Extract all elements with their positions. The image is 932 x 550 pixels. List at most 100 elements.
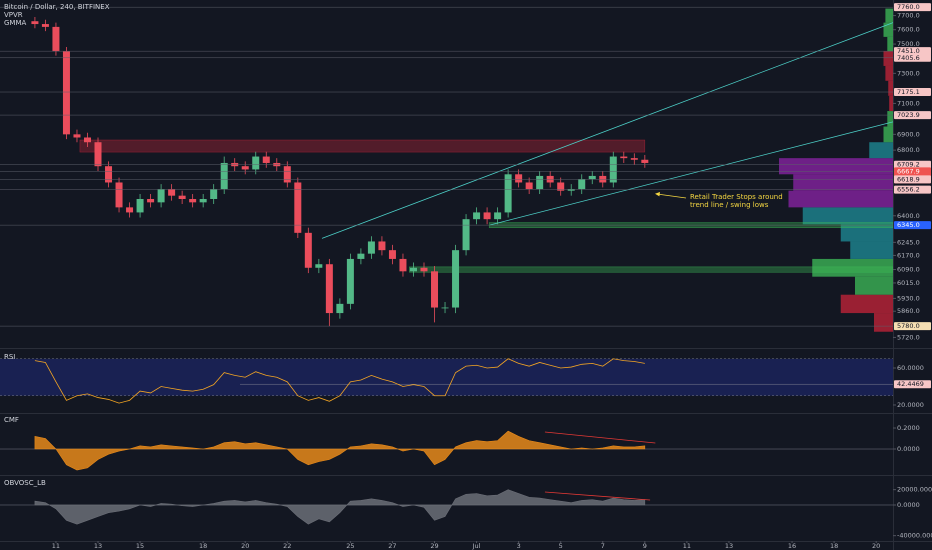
price-tag <box>894 221 931 230</box>
volume-profile-bar <box>779 158 893 175</box>
volume-profile-bar <box>840 294 893 314</box>
candle-body <box>41 24 49 27</box>
price-pane <box>0 6 893 332</box>
candle-body <box>473 212 481 220</box>
candle-body <box>83 137 91 143</box>
y-tick-label: 0.2000 <box>897 424 920 432</box>
price-tag <box>894 88 931 97</box>
indicator-label: VPVR <box>4 11 23 19</box>
y-tick-label: 0.0000 <box>897 501 920 509</box>
x-tick-label: Jul <box>472 542 481 550</box>
candle-body <box>52 26 60 52</box>
candle-body <box>399 258 407 272</box>
y-tick-label: 7500.0 <box>897 40 920 48</box>
pane-title: OBVOSC_LB <box>4 479 46 487</box>
candle-body <box>578 179 586 190</box>
x-tick-label: 13 <box>94 542 102 550</box>
y-tick-label: 5720.0 <box>897 333 920 341</box>
candle-body <box>189 199 197 203</box>
annotation: Retail Trader Stops around <box>690 193 783 201</box>
rsi-band <box>0 358 893 396</box>
volume-profile-bar <box>887 111 893 127</box>
candle-body <box>325 264 333 314</box>
candle-body <box>409 267 417 272</box>
y-tick-label: 6400.0 <box>897 212 920 220</box>
candle-body <box>73 134 81 138</box>
candle-body <box>62 51 70 135</box>
x-tick-label: 9 <box>643 542 647 550</box>
candle-body <box>220 162 228 190</box>
annotation-arrowhead <box>655 192 660 197</box>
candle-body <box>126 207 134 213</box>
candle-body <box>241 166 249 170</box>
x-tick-label: 16 <box>788 542 796 550</box>
zone <box>79 139 646 153</box>
y-tick-label: 6170.0 <box>897 251 920 259</box>
annotation-arrow <box>656 193 687 199</box>
candle-body <box>136 199 144 213</box>
price-tag <box>894 322 931 331</box>
x-tick-label: 11 <box>52 542 60 550</box>
cmf-pane <box>0 430 893 471</box>
area-fill <box>34 430 646 471</box>
candle-body <box>346 258 354 304</box>
trend-line <box>321 22 893 239</box>
volume-profile-bar <box>802 207 893 225</box>
annotation: trend line / swing lows <box>690 201 769 209</box>
y-tick-label: 20000.0000 <box>897 486 932 494</box>
y-tick-label: 5860.0 <box>897 307 920 315</box>
candle-body <box>483 212 491 220</box>
x-tick-label: 11 <box>683 542 691 550</box>
volume-profile-bar <box>885 65 893 81</box>
pane-title: CMF <box>4 416 19 424</box>
volume-profile-bar <box>869 142 893 159</box>
candle-body <box>536 175 544 190</box>
candle-body <box>252 156 260 170</box>
price-tag-label: 6556.2 <box>897 186 920 194</box>
volume-profile-bar <box>883 126 893 143</box>
volume-profile-bar <box>850 241 893 259</box>
zone <box>409 266 893 273</box>
candle-body <box>515 174 523 183</box>
candle-body <box>367 241 375 254</box>
volume-profile-bar <box>793 174 893 191</box>
candle-body <box>557 182 565 191</box>
candle-body <box>262 156 270 163</box>
volume-profile-bar <box>885 8 893 23</box>
candle-body <box>157 189 165 203</box>
candle-body <box>315 264 323 268</box>
candle-body <box>210 189 218 200</box>
area-fill <box>34 489 646 525</box>
candle-body <box>609 156 617 183</box>
rsi-line <box>34 358 645 404</box>
x-tick-label: 29 <box>430 542 438 550</box>
candle-body <box>630 158 638 160</box>
y-tick-label: 7600.0 <box>897 26 920 34</box>
volume-profile-bar <box>840 224 893 242</box>
candle-body <box>199 199 207 203</box>
candle-body <box>115 182 123 208</box>
x-tick-label: 27 <box>388 542 396 550</box>
price-tag-label: 7175.1 <box>897 88 920 96</box>
candle-body <box>620 156 628 159</box>
y-tick-label: 6245.0 <box>897 238 920 246</box>
price-tag <box>894 160 931 169</box>
price-tag-label: 7405.6 <box>897 54 920 62</box>
price-tag-label: 6709.2 <box>897 161 920 169</box>
y-tick-label: 60.0000 <box>897 364 924 372</box>
volume-profile-bar <box>883 51 893 66</box>
x-tick-label: 20 <box>241 542 249 550</box>
volume-profile-bar <box>788 190 893 208</box>
price-tag-label: 5780.0 <box>897 322 920 330</box>
price-tag <box>894 53 931 62</box>
price-tag-label: 42.4469 <box>897 380 924 388</box>
candle-body <box>147 199 155 203</box>
x-tick-label: 5 <box>559 542 563 550</box>
y-tick-label: 6090.0 <box>897 266 920 274</box>
price-tag <box>894 47 931 56</box>
candle-body <box>304 232 312 268</box>
candle-body <box>168 189 176 196</box>
candle-body <box>441 307 449 309</box>
x-tick-label: 7 <box>601 542 605 550</box>
candle-body <box>388 250 396 259</box>
